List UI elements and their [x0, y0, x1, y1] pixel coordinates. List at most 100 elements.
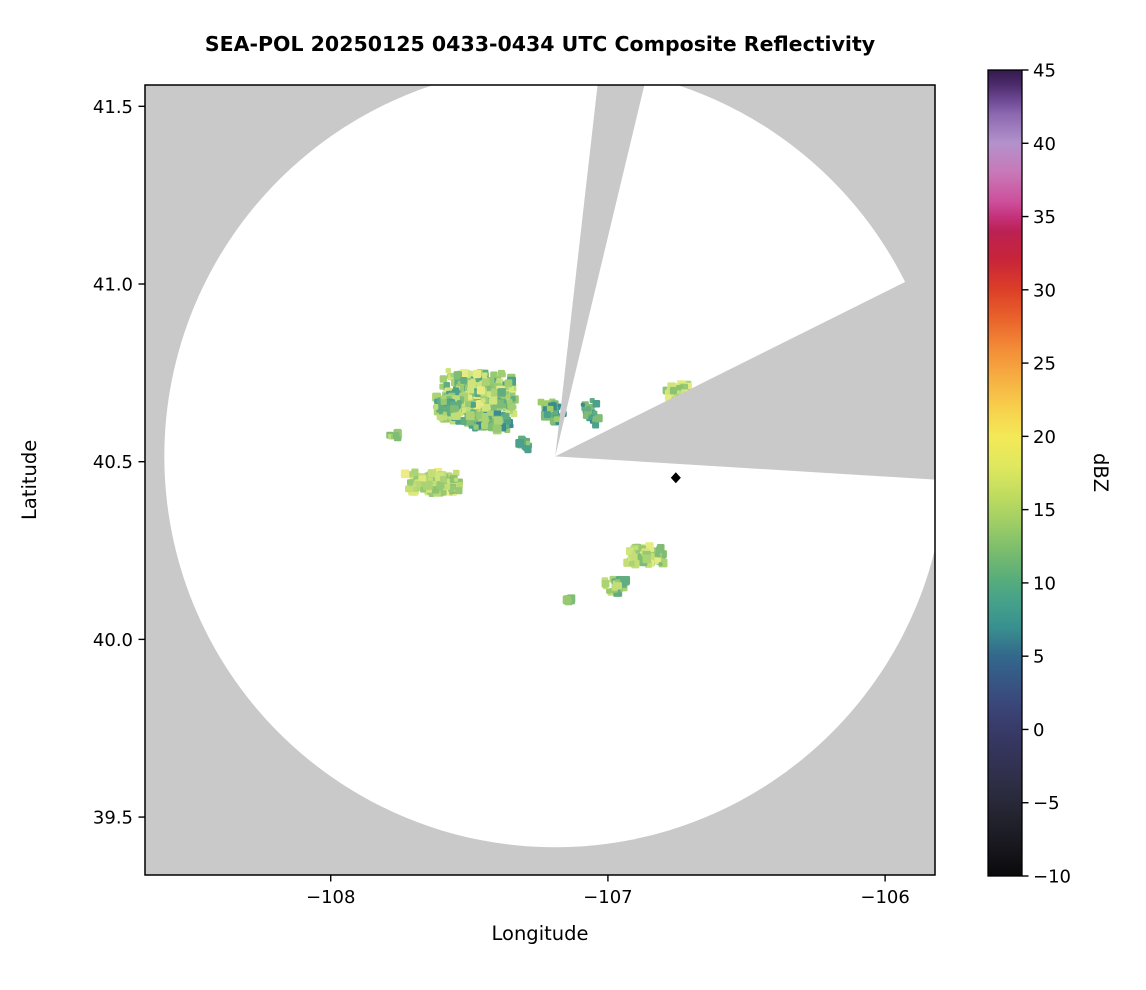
colorbar-tick-label: −10 [1033, 867, 1071, 888]
echo-pixel [427, 469, 437, 478]
echo-pixel [601, 579, 610, 588]
echo-pixel [424, 481, 433, 490]
y-tick-label: 41.5 [93, 97, 133, 118]
colorbar-tick-label: 35 [1033, 207, 1056, 228]
echo-pixel [481, 422, 488, 430]
echo-pixel [497, 388, 506, 397]
echo-pixel [524, 446, 532, 454]
colorbar-tick-label: 15 [1033, 500, 1056, 521]
echo-pixel [443, 381, 451, 389]
colorbar-tick-label: 40 [1033, 134, 1056, 155]
y-tick-label: 39.5 [93, 808, 133, 829]
echo-pixel [588, 415, 593, 420]
echo-cluster-notch-east-specks [580, 398, 603, 429]
echo-pixel [564, 597, 572, 606]
echo-pixel [642, 554, 652, 564]
echo-pixel [420, 481, 426, 487]
echo-pixel [492, 424, 501, 433]
colorbar [987, 69, 1023, 877]
echo-pixel [505, 394, 511, 400]
echo-pixel [543, 411, 551, 418]
echo-pixel [456, 481, 463, 489]
echo-pixel [490, 371, 498, 379]
echo-cluster-main-west-lobe [432, 392, 469, 425]
echo-pixel [628, 560, 635, 567]
x-axis-label: Longitude [491, 922, 589, 945]
echo-pixel [449, 405, 458, 413]
echo-pixel [592, 421, 600, 429]
echo-pixel [481, 403, 491, 413]
echo-pixel [460, 377, 468, 384]
echo-pixel [475, 377, 480, 383]
blocked-sector-wedge-2 [555, 267, 935, 480]
echo-pixel [655, 546, 663, 553]
echo-pixel [439, 476, 447, 483]
echo-pixel [669, 386, 678, 395]
echo-pixel [455, 487, 463, 495]
echo-cluster-main-south-fringe [460, 410, 514, 435]
echo-pixel [453, 371, 463, 380]
echo-pixel [475, 411, 484, 420]
echo-pixel [497, 369, 506, 378]
echo-pixel [553, 416, 560, 423]
colorbar-tick-label: 25 [1033, 354, 1056, 375]
echo-pixel [489, 396, 498, 405]
echo-pixel [406, 479, 414, 486]
y-tick-label: 41.0 [93, 275, 133, 296]
echo-pixel [508, 399, 513, 404]
echo-pixel [456, 400, 462, 406]
echo-pixel [491, 388, 499, 397]
echo-pixel [400, 469, 410, 479]
echo-cluster-se-scatter [601, 575, 631, 597]
echo-pixel [470, 401, 476, 408]
echo-pixel [592, 410, 598, 416]
echo-pixel [650, 547, 655, 553]
echo-pixel [467, 380, 476, 389]
echo-cluster-south-specks [515, 435, 533, 454]
reflectivity-echoes [386, 367, 694, 606]
echo-pixel [481, 378, 490, 386]
echo-pixel [461, 407, 467, 414]
echo-pixel [392, 432, 400, 439]
echo-pixel [453, 477, 458, 482]
echo-pixel [585, 406, 592, 412]
echo-pixel [476, 386, 486, 395]
echo-pixel [453, 469, 460, 477]
echo-pixel [515, 438, 525, 448]
echo-pixel [546, 405, 554, 413]
chart-title: SEA-POL 20250125 0433-0434 UTC Composite… [204, 32, 876, 56]
echo-pixel [507, 403, 516, 411]
echo-pixel [442, 411, 447, 416]
echo-cluster-mid-left-blob [400, 467, 463, 497]
echo-pixel [472, 369, 482, 379]
echo-pixel [525, 440, 531, 446]
echo-pixel [580, 402, 585, 407]
colorbar-tick-label: 10 [1033, 573, 1056, 594]
echo-pixel [453, 387, 460, 394]
y-tick-label: 40.5 [93, 452, 133, 473]
x-tick-label: −106 [860, 887, 909, 908]
axes-frame [144, 84, 936, 876]
echo-pixel [466, 394, 473, 400]
echo-pixel [658, 562, 663, 567]
echo-pixel [436, 414, 443, 421]
echo-pixel [411, 468, 419, 476]
echo-pixel [594, 414, 603, 423]
echo-pixel [440, 414, 448, 421]
echo-cluster-se-speck [562, 594, 576, 606]
radar-coverage-circle [164, 85, 935, 848]
echo-pixel [455, 419, 462, 425]
echo-pixel [465, 401, 471, 407]
echo-pixel [557, 403, 562, 408]
x-tick-label: −107 [583, 887, 632, 908]
colorbar-tick-label: 30 [1033, 280, 1056, 301]
echo-pixel [433, 405, 439, 410]
echo-pixel [634, 545, 639, 551]
echo-pixel [543, 406, 549, 412]
echo-pixel [482, 416, 489, 424]
echo-pixel [408, 486, 414, 492]
echo-pixel [481, 372, 487, 378]
colorbar-tick-label: 45 [1033, 61, 1056, 82]
